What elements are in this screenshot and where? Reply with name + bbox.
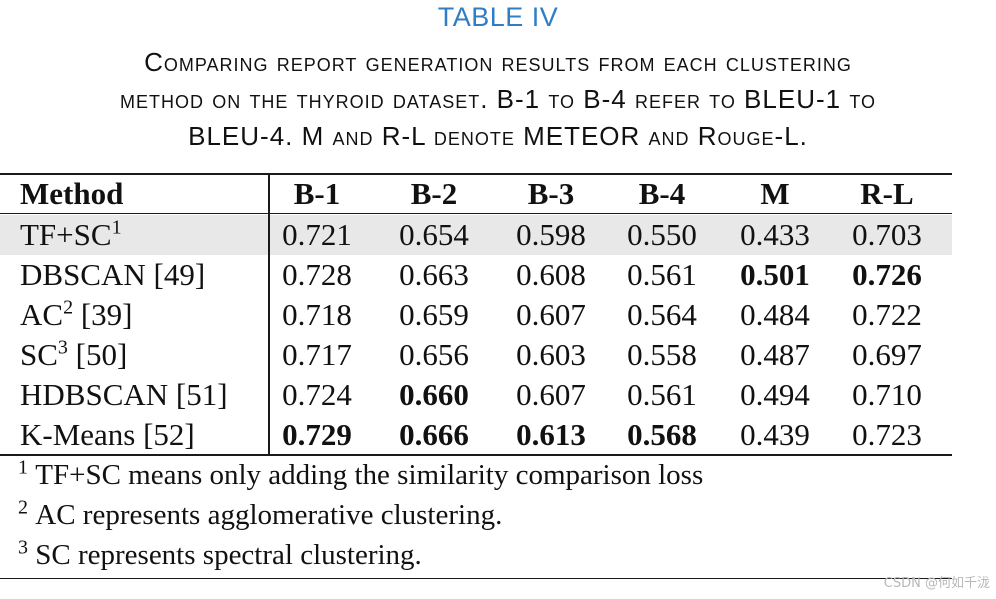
method-cell: HDBSCAN [51]: [20, 377, 228, 412]
value-cell: 0.433: [740, 217, 810, 252]
value-cell: 0.726: [852, 257, 922, 292]
value-cell: 0.598: [516, 217, 586, 252]
value-cell: 0.487: [740, 337, 810, 372]
table-label: TABLE IV: [437, 2, 559, 32]
footnote: 3 SC represents spectral clustering.: [18, 536, 422, 571]
value-cell: 0.703: [852, 217, 922, 252]
caption-line-3: BLEU-4. M and R-L denote METEOR and Roug…: [188, 121, 808, 151]
value-cell: 0.697: [852, 337, 922, 372]
footnote: 2 AC represents agglomerative clustering…: [18, 496, 503, 531]
header-b-3: B-3: [527, 176, 575, 211]
header-method: Method: [20, 176, 124, 211]
value-cell: 0.439: [740, 417, 810, 452]
value-cell: 0.613: [516, 417, 586, 452]
value-cell: 0.659: [399, 297, 469, 332]
value-cell: 0.728: [282, 257, 352, 292]
method-cell: K-Means [52]: [20, 417, 195, 452]
value-cell: 0.654: [399, 217, 469, 252]
header-b-2: B-2: [410, 176, 458, 211]
bottom-rule: [0, 454, 952, 456]
value-cell: 0.561: [627, 257, 697, 292]
value-cell: 0.484: [740, 297, 810, 332]
footnote: 1 TF+SC means only adding the similarity…: [18, 456, 704, 491]
table-caption: Comparing report generation results from…: [0, 44, 996, 155]
method-cell: SC3 [50]: [20, 336, 128, 372]
value-cell: 0.660: [399, 377, 469, 412]
header-m: M: [760, 176, 790, 211]
value-cell: 0.608: [516, 257, 586, 292]
value-cell: 0.550: [627, 217, 697, 252]
value-cell: 0.729: [282, 417, 352, 452]
value-cell: 0.723: [852, 417, 922, 452]
caption-line-2: method on the thyroid dataset. B-1 to B-…: [120, 84, 876, 114]
header-rule: [0, 213, 952, 214]
value-cell: 0.656: [399, 337, 469, 372]
value-cell: 0.722: [852, 297, 922, 332]
value-cell: 0.607: [516, 297, 586, 332]
column-divider: [268, 175, 270, 454]
top-rule: [0, 173, 952, 175]
method-cell: TF+SC1: [20, 216, 122, 252]
header-b-1: B-1: [293, 176, 341, 211]
watermark: CSDN @何如千泷: [883, 576, 990, 591]
value-cell: 0.603: [516, 337, 586, 372]
value-cell: 0.724: [282, 377, 352, 412]
value-cell: 0.501: [740, 257, 810, 292]
value-cell: 0.568: [627, 417, 697, 452]
header-b-4: B-4: [638, 176, 686, 211]
value-cell: 0.710: [852, 377, 922, 412]
value-cell: 0.564: [627, 297, 697, 332]
value-cell: 0.663: [399, 257, 469, 292]
value-cell: 0.666: [399, 417, 469, 452]
highlight-row-bg: [0, 215, 952, 255]
value-cell: 0.721: [282, 217, 352, 252]
caption-line-1: Comparing report generation results from…: [144, 47, 852, 77]
header-r-l: R-L: [860, 176, 914, 211]
value-cell: 0.718: [282, 297, 352, 332]
value-cell: 0.607: [516, 377, 586, 412]
method-cell: AC2 [39]: [20, 296, 133, 332]
value-cell: 0.494: [740, 377, 810, 412]
value-cell: 0.561: [627, 377, 697, 412]
value-cell: 0.717: [282, 337, 352, 372]
footnote-bottom-rule: [0, 578, 952, 579]
value-cell: 0.558: [627, 337, 697, 372]
method-cell: DBSCAN [49]: [20, 257, 206, 292]
